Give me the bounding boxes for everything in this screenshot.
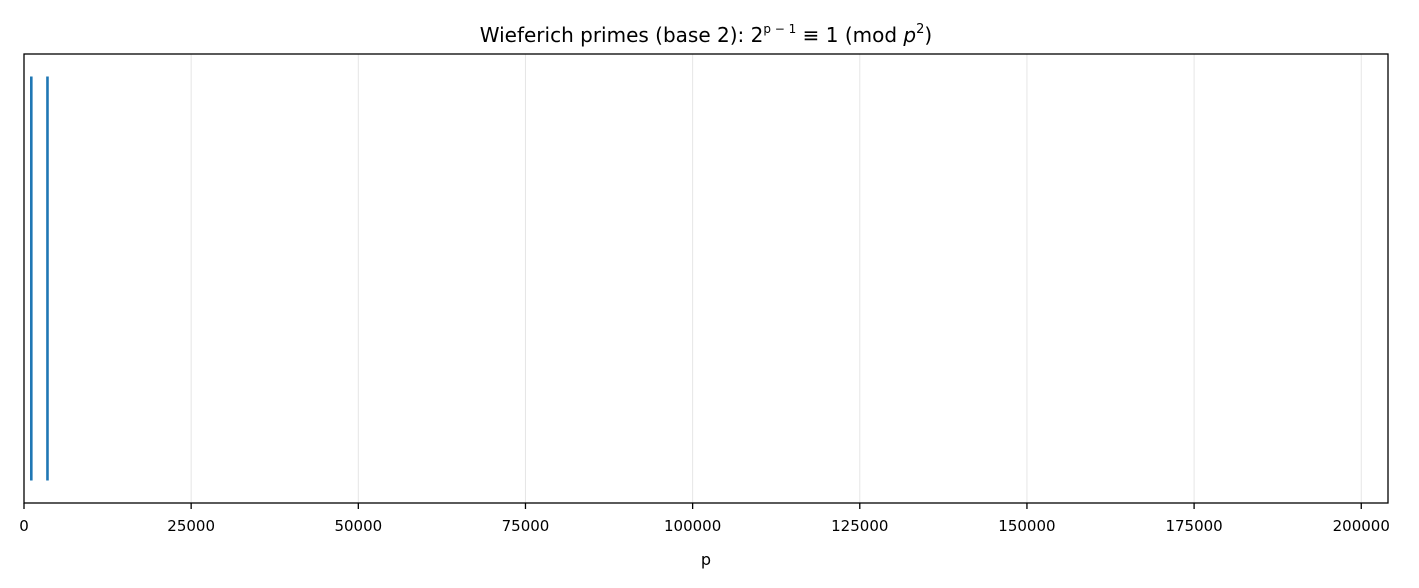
- x-axis-ticks: 0 25000 50000 75000 100000 125000 150000 175000…: [19, 503, 1390, 535]
- chart-title: Wieferich primes (base 2): 2p − 1 ≡ 1 (m…: [480, 22, 932, 47]
- x-tick-label: 125000: [831, 517, 888, 535]
- x-tick-label: 50000: [334, 517, 382, 535]
- x-tick-label: 0: [19, 517, 29, 535]
- series-layer: [30, 76, 49, 481]
- x-tick-label: 175000: [1165, 517, 1222, 535]
- x-tick-label: 100000: [664, 517, 721, 535]
- title-exponent: p − 1: [763, 22, 796, 36]
- title-prefix: Wieferich primes (base 2): 2: [480, 23, 764, 47]
- x-axis-label: p: [701, 550, 711, 569]
- plot-frame: [23, 53, 1389, 504]
- x-tick-label: 200000: [1333, 517, 1390, 535]
- title-suffix: ): [924, 23, 932, 47]
- grid-layer: [23, 54, 1362, 503]
- title-middle: ≡ 1 (mod: [796, 23, 903, 47]
- x-tick-label: 150000: [998, 517, 1055, 535]
- title-variable: p: [902, 23, 916, 47]
- title-var-exponent: 2: [916, 22, 924, 37]
- x-tick-label: 75000: [502, 517, 550, 535]
- x-tick-label: 25000: [167, 517, 215, 535]
